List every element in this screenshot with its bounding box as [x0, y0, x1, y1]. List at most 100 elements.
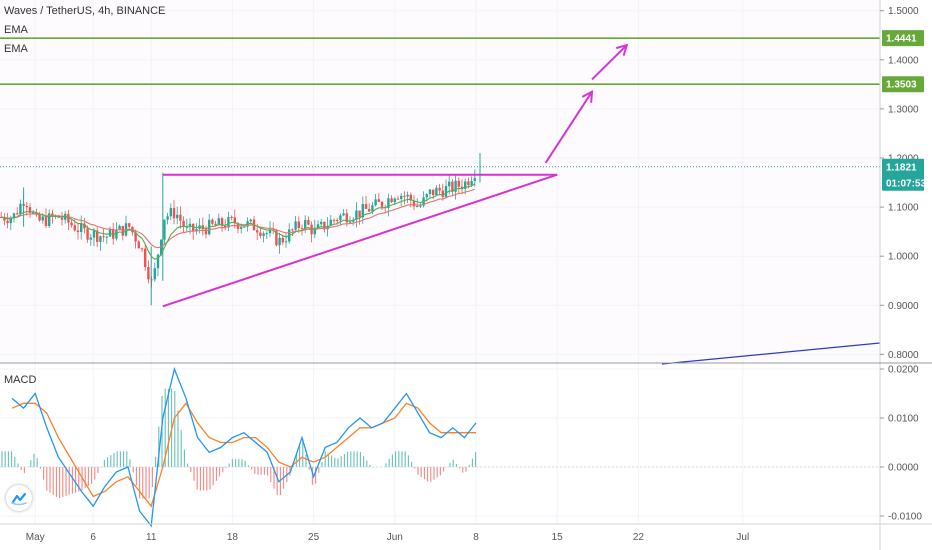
macd-pane[interactable] — [0, 366, 880, 528]
candle-body — [3, 217, 6, 221]
macd-tick-label: 0.0000 — [888, 463, 919, 474]
time-tick-label: 6 — [90, 532, 96, 543]
candle-body — [99, 236, 102, 242]
candle-body — [355, 210, 358, 220]
candle-body — [240, 227, 243, 229]
price-pane[interactable] — [0, 37, 881, 365]
candle-body — [371, 205, 374, 212]
macd-axis[interactable]: -0.0100 0.0000 0.0100 0.0200 — [880, 365, 922, 523]
candle-body — [230, 216, 233, 218]
macd-line[interactable] — [11, 366, 477, 528]
candle-body — [70, 222, 73, 226]
candle-body — [326, 225, 329, 230]
candle-body — [448, 181, 451, 187]
ema-indicator-label-1[interactable]: EMA — [4, 24, 28, 36]
candle-body — [441, 190, 444, 197]
candle-body — [89, 237, 92, 240]
price-tick-label: 1.4000 — [888, 55, 919, 66]
candle-body — [364, 204, 368, 209]
macd-indicator-label[interactable]: MACD — [4, 374, 37, 386]
candle-body — [233, 217, 236, 224]
candle-body — [134, 232, 137, 242]
candle-body — [32, 212, 35, 214]
long-trend-line[interactable] — [661, 342, 881, 365]
triangle-support-line[interactable] — [162, 173, 558, 308]
candle-body — [41, 216, 44, 221]
candle-body — [48, 213, 51, 226]
ema-indicator-label-2[interactable]: EMA — [4, 43, 28, 55]
candle-body — [137, 241, 140, 249]
level-price-tag-label: 1.4441 — [886, 34, 917, 45]
candle-body — [166, 216, 169, 220]
price-pane-tint — [0, 0, 880, 362]
time-tick-label: 15 — [552, 532, 564, 543]
candle-body — [432, 189, 435, 196]
bar-countdown-label: 01:07:53 — [886, 178, 926, 189]
candle-body — [128, 223, 131, 227]
time-tick-label: Jun — [387, 532, 403, 543]
candle-body — [163, 219, 166, 240]
candle-body — [259, 232, 262, 236]
candle-body — [425, 194, 428, 198]
candle-body — [243, 226, 246, 228]
time-tick-label: 22 — [633, 532, 645, 543]
candle-body — [121, 225, 124, 236]
time-tick-label: 25 — [308, 532, 320, 543]
candle-body — [416, 205, 419, 207]
candle-body — [176, 214, 179, 219]
macd-histogram[interactable] — [1, 388, 477, 499]
candle-body — [211, 219, 214, 224]
candle-body — [140, 248, 144, 250]
macd-tick-label: -0.0100 — [888, 512, 922, 523]
candle-body — [6, 220, 9, 224]
candle-body — [419, 205, 422, 207]
candle-body — [454, 180, 457, 192]
price-tick-label: 1.3000 — [888, 104, 919, 115]
time-tick-label: 11 — [146, 532, 157, 543]
ema-fast-line[interactable] — [1, 183, 476, 260]
candle-body — [307, 219, 310, 225]
symbol-title[interactable]: Waves / TetherUS, 4h, BINANCE — [4, 5, 166, 17]
candle-body — [249, 219, 252, 222]
candle-body — [332, 219, 336, 221]
candle-body — [268, 229, 272, 234]
candle-body — [102, 236, 105, 238]
projection-arrow-head — [615, 43, 629, 56]
candle-body — [144, 248, 147, 268]
candle-body — [284, 241, 288, 243]
candle-body — [12, 213, 16, 219]
candle-body — [25, 205, 28, 208]
current-price-tag-label: 1.1821 — [886, 162, 917, 173]
candle-body — [9, 218, 12, 224]
candle-body — [182, 220, 185, 227]
candle-body — [195, 228, 198, 232]
ema-slow-line[interactable] — [1, 188, 475, 249]
candle-body — [387, 198, 390, 209]
candle-body — [92, 230, 96, 238]
candle-body — [204, 229, 208, 235]
candle-body — [304, 219, 307, 229]
candle-body — [28, 207, 32, 213]
projection-arrow-shaft[interactable] — [544, 91, 593, 164]
time-axis[interactable]: May 6 11 18 25 Jun 8 15 22 Jul — [26, 532, 749, 543]
candle-body — [96, 230, 99, 242]
candle-body — [86, 228, 89, 240]
candle-body — [153, 268, 156, 280]
candle-body — [80, 223, 83, 232]
price-tags: 1.4441 1.3503 1.1821 01:07:53 — [882, 30, 926, 191]
candle-body — [336, 220, 339, 222]
candle-body — [300, 227, 304, 229]
candle-body — [457, 180, 460, 187]
candle-body — [342, 213, 345, 216]
logo-glyph — [11, 492, 27, 506]
candle-body — [16, 213, 19, 215]
projection-arrow-shaft[interactable] — [591, 44, 628, 81]
projection-arrow-head — [581, 89, 594, 103]
macd-tick-label: 0.0200 — [888, 365, 919, 376]
tradingview-cloud-icon[interactable] — [6, 485, 32, 511]
candle-body — [73, 225, 76, 231]
candle-body — [467, 181, 470, 186]
candle-body — [361, 204, 364, 218]
price-tick-label: 1.0000 — [888, 252, 919, 263]
